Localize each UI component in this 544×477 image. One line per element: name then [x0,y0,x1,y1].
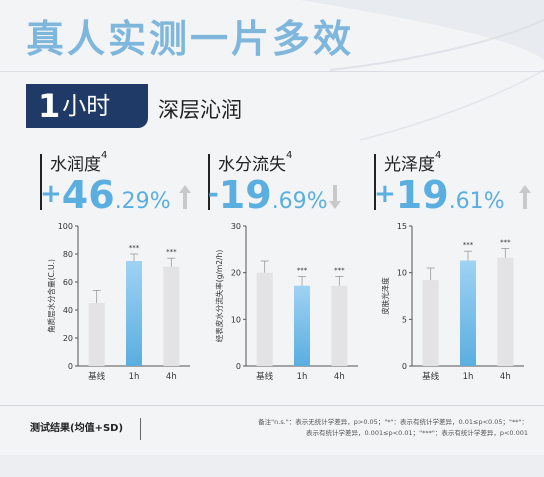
page-title: 真人实测一片多效 [26,17,355,61]
metric-value-dec: .61 [448,189,484,214]
metric-title-text: 光泽度 [384,155,435,175]
metric-sign: + [40,179,62,209]
significance-label: *** [129,244,140,252]
y-tick-label: 60 [63,278,73,287]
time-subtitle: 深层沁润 [158,98,242,122]
metric-percent: % [483,189,505,214]
y-axis-label: 皮肤光泽度 [380,277,390,315]
metric-value-int: 19 [218,173,272,217]
metric-value: +19.61% [374,176,505,214]
bar-1h [460,260,476,366]
x-tick-label: 1h [463,372,474,382]
y-axis-label: 角质层水分含量(C.U.) [46,259,56,333]
bar-1h [294,285,310,366]
x-tick-label: 4h [166,372,177,382]
panel-accent-bar [40,154,42,210]
metric-sign: + [374,179,396,209]
metric-value-int: 19 [395,173,449,217]
significance-label: *** [297,266,308,274]
bar-基线 [422,280,439,366]
arrow-down-icon [329,185,341,209]
metric-title: 水润度4 [50,150,107,175]
metric-percent: % [306,189,328,214]
y-tick-label: 10 [231,315,241,324]
arrow-up-icon [519,185,531,209]
y-tick-label: 20 [231,269,241,278]
metric-value: +46.29% [40,176,171,214]
footer-label: 测试结果(均值+SD) [30,423,124,434]
x-tick-label: 1h [297,372,308,382]
y-tick-label: 40 [63,306,73,315]
time-badge: 1 小时 [26,84,148,128]
bar-1h [126,261,142,366]
y-tick-label: 0 [236,362,241,371]
footer-note: 备注"n.s."：表示无统计学差异，p>0.05；"*"：表示有统计学差异，0.… [148,417,528,439]
x-tick-label: 4h [334,372,345,382]
footer-note-line-2: 表示有统计学差异，0.001≤p<0.01；"***"：表示有统计学差异，p<0… [305,429,528,437]
x-tick-label: 4h [500,372,511,382]
bar-4h [497,257,514,366]
x-tick-label: 1h [129,372,140,382]
y-tick-label: 15 [397,222,407,231]
x-tick-label: 基线 [88,371,106,382]
y-tick-label: 0 [402,362,407,371]
metric-title: 光泽度4 [384,150,441,175]
y-tick-label: 5 [402,315,407,324]
title-divider [0,71,544,72]
panel-accent-bar [374,154,376,210]
significance-label: *** [463,241,474,249]
metric-title-sup: 4 [101,150,108,161]
metric-title: 水分流失4 [218,150,292,175]
x-tick-label: 基线 [422,371,440,382]
metric-panel-water-loss: 水分流失4 -19.69% 0 10 20 30 经表皮水分流失率(g/m2/h) 基线 *… [208,150,378,400]
significance-label: *** [500,238,511,246]
bar-4h [331,285,348,366]
y-tick-label: 80 [63,250,73,259]
y-axis-label: 经表皮水分流失率(g/m2/h) [214,250,224,343]
panel-accent-bar [208,154,210,210]
bar-基线 [256,272,273,366]
significance-label: *** [166,248,177,256]
footer-divider-line [0,405,544,406]
bar-基线 [88,303,105,366]
metric-percent: % [149,189,171,214]
metric-value: -19.69% [208,176,328,214]
metric-title-text: 水润度 [50,155,101,175]
arrow-up-icon [179,185,191,209]
y-tick-label: 30 [231,222,241,231]
metric-sign: - [208,179,219,209]
y-tick-label: 100 [58,222,73,231]
significance-label: *** [334,266,345,274]
chart-water-loss: 0 10 20 30 经表皮水分流失率(g/m2/h) 基线 *** 1h *** 4h [214,222,358,382]
metric-panel-moisture: 水润度4 +46.29% 0 20 40 60 80 100 角质层水分含量(C.U.) 基线… [40,150,210,400]
x-tick-label: 基线 [256,371,274,382]
footer-note-line-1: 备注"n.s."：表示无统计学差异，p>0.05；"*"：表示有统计学差异，0.… [258,418,528,426]
footer-separator [140,418,141,440]
metric-value-int: 46 [61,173,115,217]
metric-panel-gloss: 光泽度4 +19.61% 0 5 10 15 皮肤光泽度基线 *** 1h *** 4h [374,150,544,400]
metric-title-sup: 4 [435,150,442,161]
metric-value-dec: .29 [114,189,150,214]
metric-title-sup: 4 [286,150,293,161]
bottom-band [0,455,544,477]
y-tick-label: 10 [397,269,407,278]
metric-title-text: 水分流失 [218,155,286,175]
chart-moisture: 0 20 40 60 80 100 角质层水分含量(C.U.) 基线 *** 1h *** 4h [46,222,190,382]
y-tick-label: 20 [63,334,73,343]
bar-4h [163,266,180,366]
time-badge-unit: 小时 [62,92,111,120]
time-badge-number: 1 [38,87,61,125]
metric-value-dec: .69 [271,189,307,214]
y-tick-label: 0 [68,362,73,371]
